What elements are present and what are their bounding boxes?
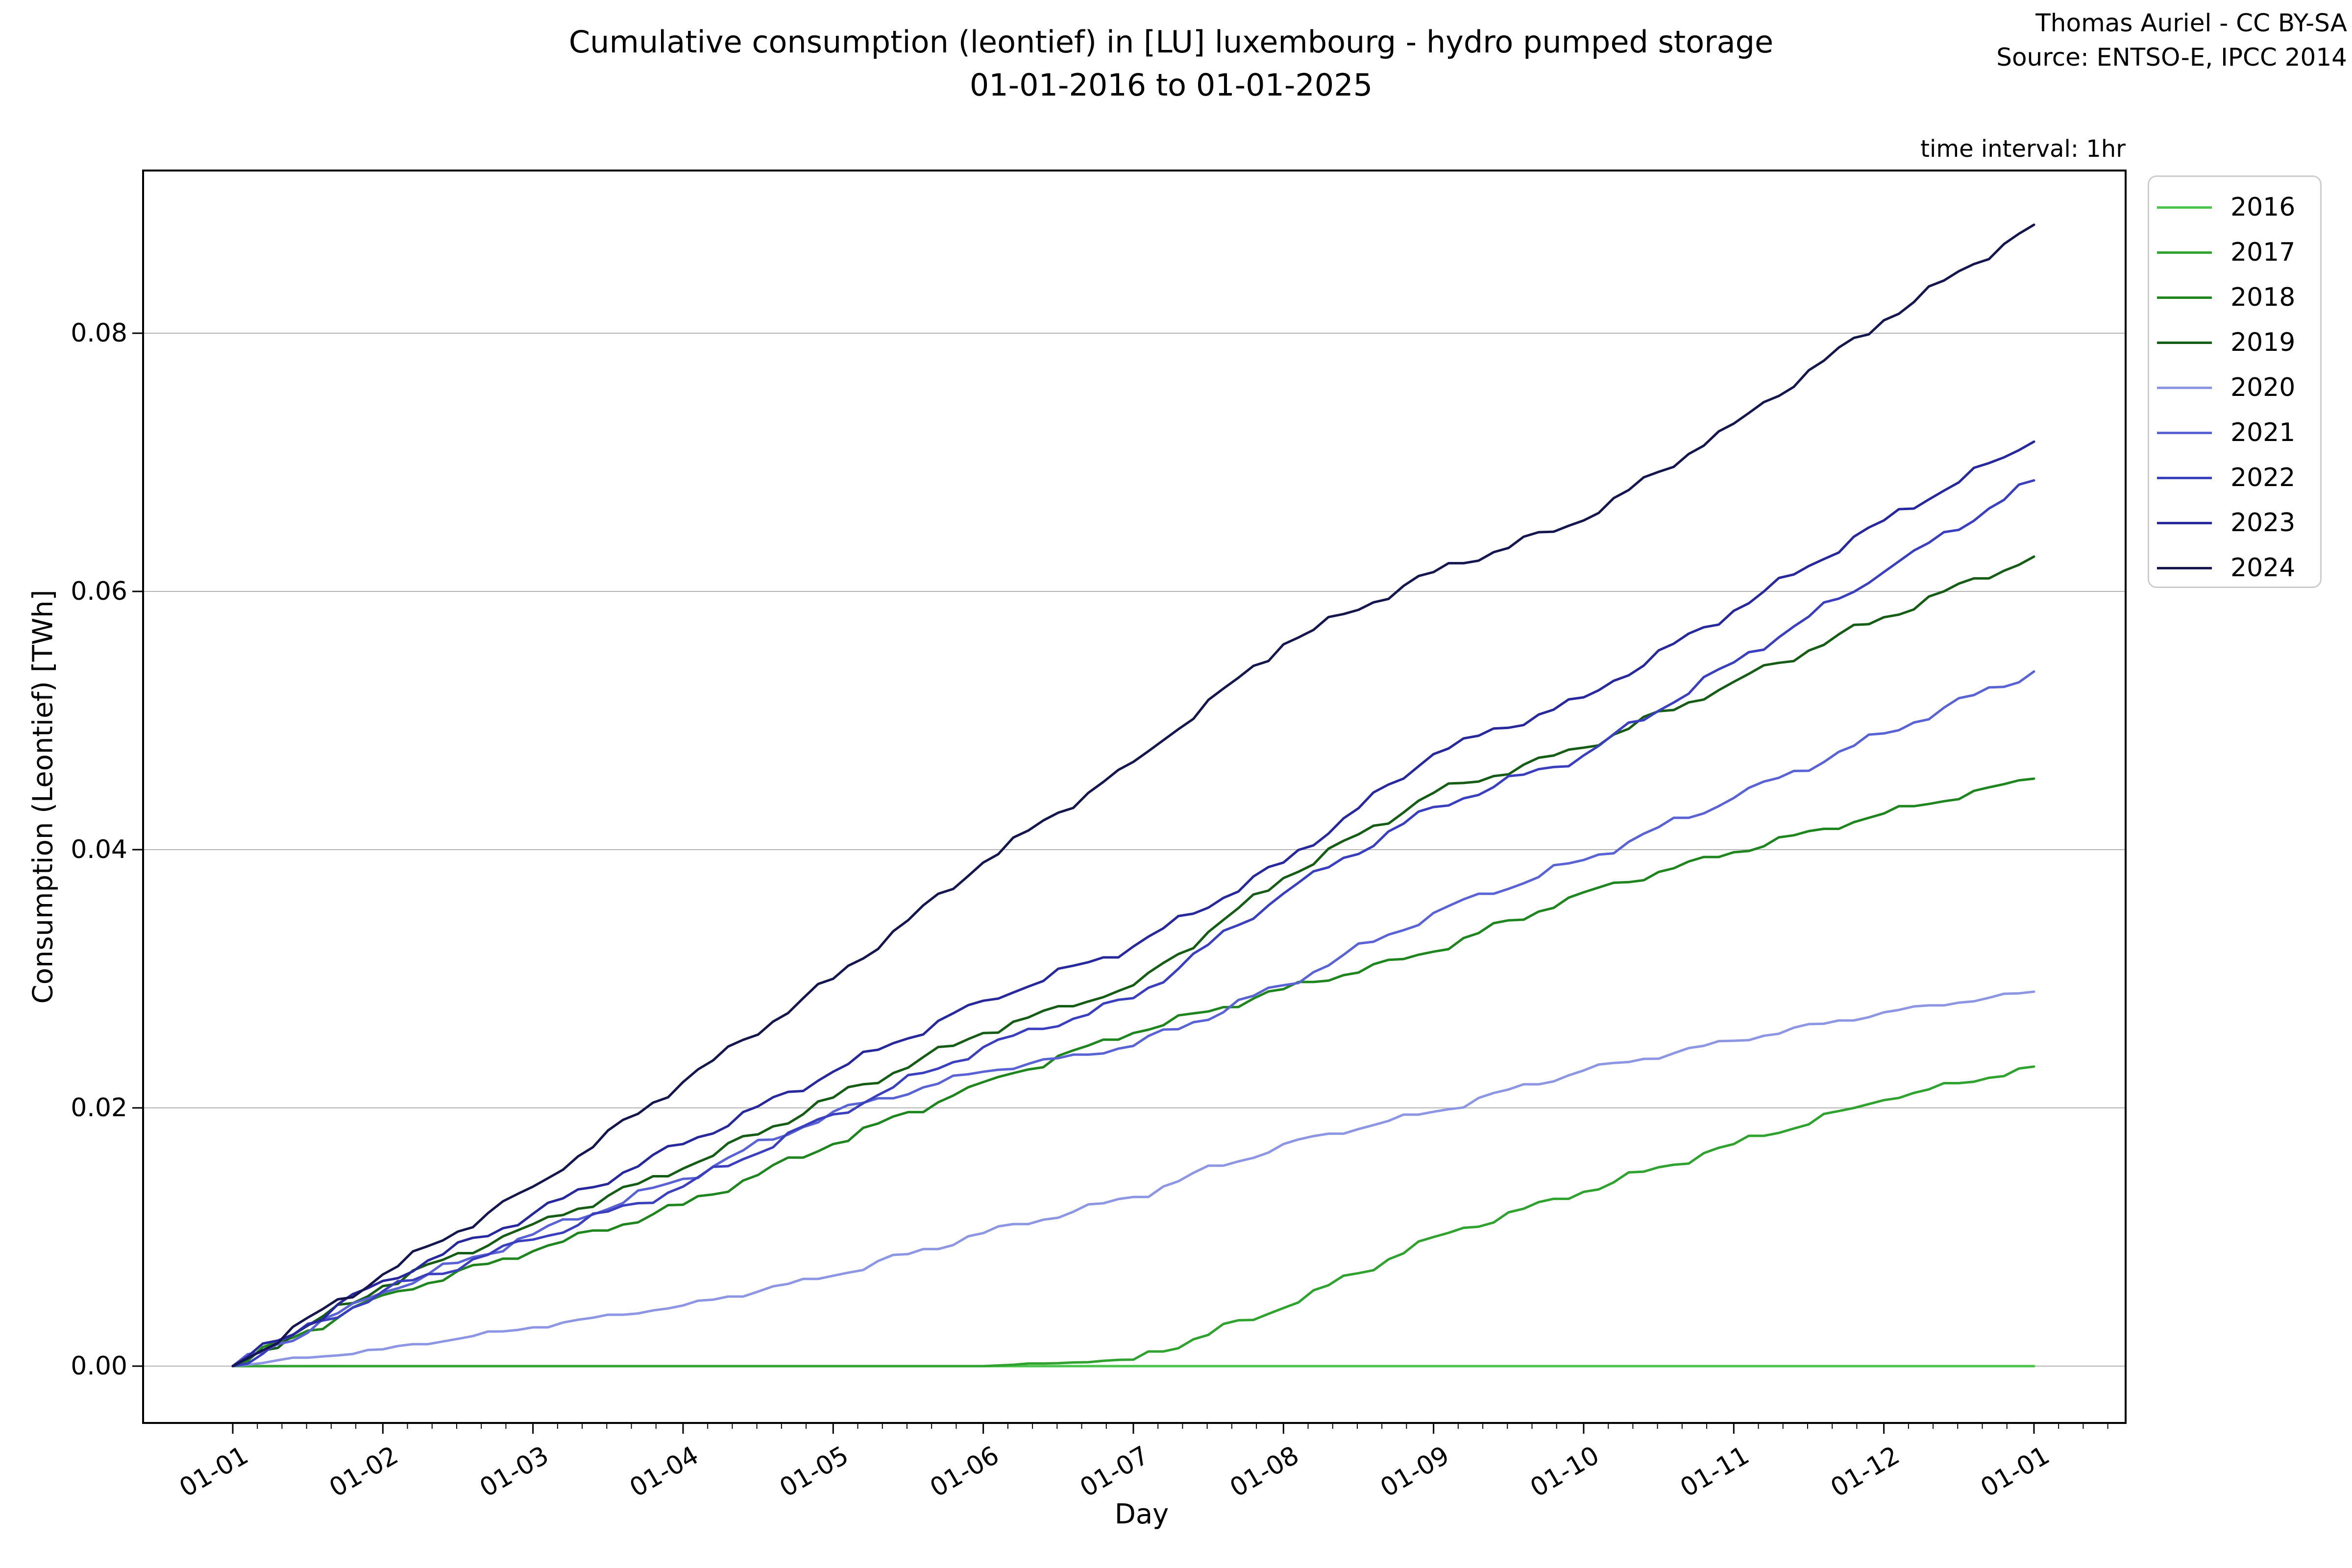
legend-label: 2024 [2230,553,2296,583]
y-tick-label: 0.02 [71,1093,127,1123]
legend-line-swatch [2157,296,2212,299]
x-axis-label: Day [1114,1498,1169,1530]
legend-line-swatch [2157,566,2212,569]
legend-label: 2023 [2230,508,2296,538]
legend-label: 2018 [2230,283,2296,312]
legend-label: 2017 [2230,238,2296,267]
legend-entry-2019: 2019 [2149,320,2320,365]
legend-line-swatch [2157,431,2212,434]
legend-entry-2023: 2023 [2149,500,2320,545]
time-interval-note: time interval: 1hr [1920,135,2126,163]
chart-title: Cumulative consumption (leontief) in [LU… [569,21,1773,107]
credit-block: Thomas Auriel - CC BY-SA Source: ENTSO-E… [1996,6,2347,74]
legend-box: 2016 2017 2018 2019 2020 2021 2022 2023 [2148,175,2322,588]
credit-source: Source: ENTSO-E, IPCC 2014 [1996,43,2347,72]
legend-line-swatch [2157,386,2212,389]
y-tick-label: 0.08 [71,318,127,348]
chart-title-line1: Cumulative consumption (leontief) in [LU… [568,24,1774,60]
y-tick-label: 0.00 [71,1351,127,1381]
legend-label: 2016 [2230,193,2296,222]
legend-entry-2016: 2016 [2149,185,2320,230]
credit-author: Thomas Auriel - CC BY-SA [2035,9,2347,37]
y-axis-label: Consumption (Leontief) [TWh] [27,589,59,1004]
legend-entry-2024: 2024 [2149,545,2320,590]
legend-line-swatch [2157,341,2212,344]
legend-line-swatch [2157,476,2212,479]
chart-title-line2: 01-01-2016 to 01-01-2025 [969,67,1373,103]
legend-entry-2017: 2017 [2149,230,2320,275]
legend-label: 2022 [2230,463,2296,492]
legend-entry-2020: 2020 [2149,365,2320,410]
legend-entry-2018: 2018 [2149,275,2320,320]
legend-entry-2022: 2022 [2149,455,2320,500]
legend-label: 2020 [2230,373,2296,402]
legend-label: 2021 [2230,418,2296,447]
y-tick-label: 0.04 [71,835,127,864]
legend-line-swatch [2157,251,2212,254]
legend-label: 2019 [2230,328,2296,357]
legend-line-swatch [2157,206,2212,209]
y-tick-label: 0.06 [71,577,127,606]
legend-line-swatch [2157,521,2212,524]
legend-entry-2021: 2021 [2149,410,2320,455]
